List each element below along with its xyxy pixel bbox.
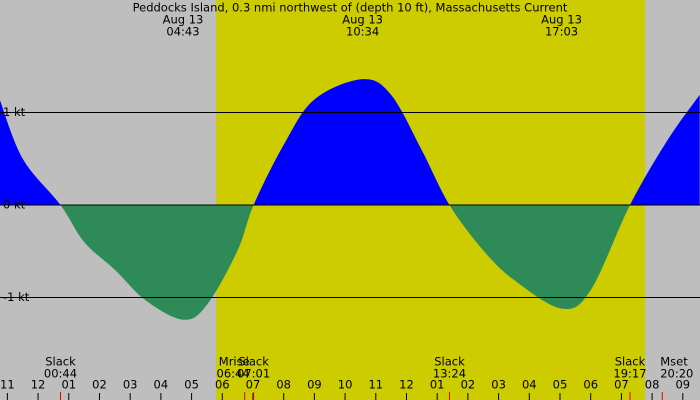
x-tick-label: 03 — [491, 378, 506, 392]
extreme-date: Aug 13 — [342, 13, 383, 27]
chart-title: Peddocks Island, 0.3 nmi northwest of (d… — [133, 1, 568, 15]
event-label: Slack — [434, 355, 465, 369]
x-tick-label: 07 — [246, 378, 261, 392]
event-time: 00:44 — [44, 367, 77, 381]
y-tick-label: 0 kt — [3, 197, 26, 211]
event-time: 06:44 — [217, 367, 250, 381]
x-tick-label: 02 — [92, 378, 107, 392]
event-label: Mrise — [219, 355, 250, 369]
extreme-time: 17:03 — [545, 25, 578, 39]
x-tick-label: 01 — [430, 378, 445, 392]
x-tick-label: 10 — [338, 378, 353, 392]
event-label: Slack — [615, 355, 646, 369]
x-tick-label: 06 — [215, 378, 230, 392]
flood-area — [0, 79, 700, 205]
extreme-date: Aug 13 — [163, 13, 204, 27]
x-tick-label: 11 — [0, 378, 15, 392]
event-time: 19:17 — [613, 367, 646, 381]
event-label: Mset — [660, 355, 688, 369]
x-tick-label: 04 — [154, 378, 169, 392]
y-tick-label: 1 kt — [3, 105, 26, 119]
x-tick-label: 06 — [583, 378, 598, 392]
x-tick-label: 09 — [675, 378, 690, 392]
x-tick-label: 05 — [184, 378, 199, 392]
x-tick-label: 12 — [399, 378, 414, 392]
x-tick-label: 09 — [307, 378, 322, 392]
x-tick-label: 08 — [645, 378, 660, 392]
x-tick-label: 08 — [276, 378, 291, 392]
ebb-area — [60, 204, 630, 320]
x-tick-label: 12 — [31, 378, 46, 392]
event-time: 07:01 — [237, 367, 270, 381]
x-tick-label: 03 — [123, 378, 138, 392]
x-tick-label: 11 — [368, 378, 383, 392]
extreme-time: 04:43 — [166, 25, 199, 39]
event-time: 20:20 — [660, 367, 693, 381]
y-tick-label: -1 kt — [3, 290, 30, 304]
event-label: Slack — [45, 355, 76, 369]
event-time: 13:24 — [433, 367, 466, 381]
extreme-date: Aug 13 — [541, 13, 582, 27]
extreme-time: 10:34 — [346, 25, 379, 39]
x-tick-label: 01 — [61, 378, 76, 392]
x-tick-label: 05 — [553, 378, 568, 392]
x-tick-label: 07 — [614, 378, 629, 392]
x-tick-label: 04 — [522, 378, 537, 392]
event-label: Slack — [238, 355, 269, 369]
x-tick-label: 02 — [461, 378, 476, 392]
